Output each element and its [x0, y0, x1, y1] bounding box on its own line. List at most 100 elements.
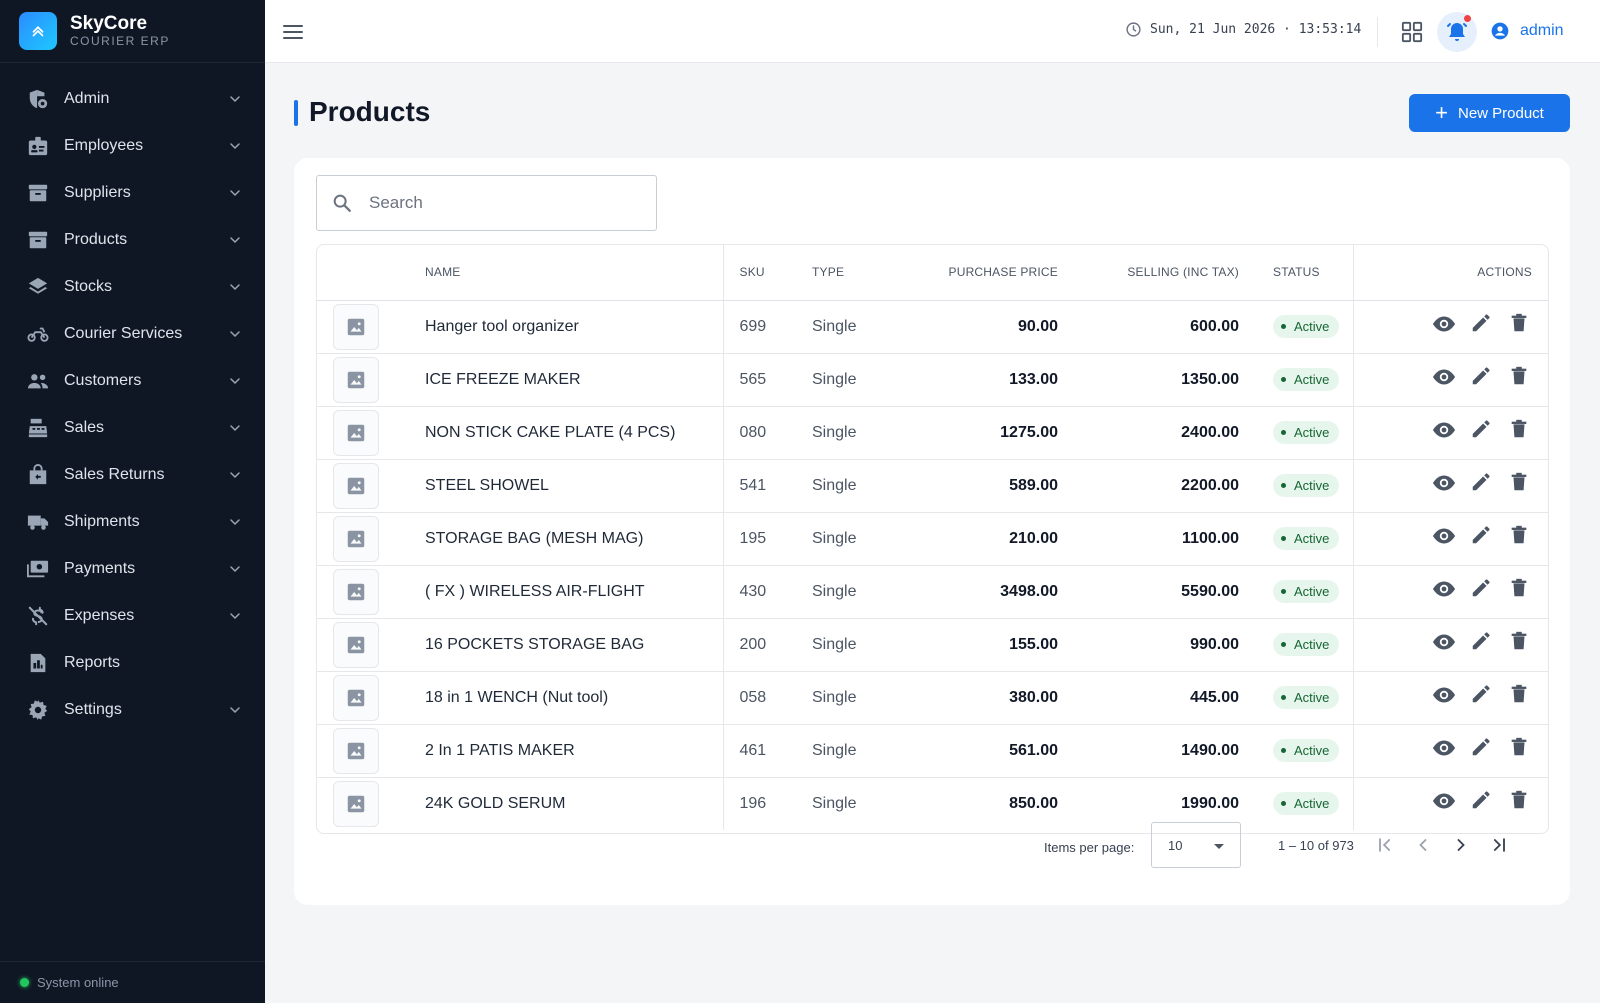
delete-icon[interactable] [1508, 577, 1532, 601]
table-row[interactable]: ICE FREEZE MAKER 565 Single 133.00 1350.00 Ac… [317, 353, 1548, 407]
notifications-button[interactable] [1437, 12, 1477, 52]
delete-icon[interactable] [1508, 736, 1532, 760]
sidebar-item-shipments[interactable]: Shipments [0, 498, 265, 545]
cell-sku: 058 [723, 671, 812, 725]
table-row[interactable]: Hanger tool organizer 699 Single 90.00 600.0… [317, 300, 1548, 354]
product-thumbnail[interactable] [333, 780, 379, 827]
first-page-button[interactable] [1373, 833, 1397, 857]
view-icon[interactable] [1432, 789, 1456, 813]
cell-type: Single [812, 353, 912, 407]
cell-actions [1353, 618, 1548, 672]
cell-purchase-price: 133.00 [912, 353, 1058, 407]
product-thumbnail[interactable] [333, 409, 379, 456]
table-row[interactable]: NON STICK CAKE PLATE (4 PCS) 080 Single 127… [317, 406, 1548, 460]
edit-icon[interactable] [1470, 471, 1494, 495]
sidebar-item-reports[interactable]: Reports [0, 639, 265, 686]
last-page-button[interactable] [1487, 833, 1511, 857]
delete-icon[interactable] [1508, 789, 1532, 813]
product-thumbnail[interactable] [333, 462, 379, 509]
delete-icon[interactable] [1508, 312, 1532, 336]
view-icon[interactable] [1432, 630, 1456, 654]
chevron-down-icon [230, 330, 240, 337]
search-input[interactable] [369, 193, 629, 213]
edit-icon[interactable] [1470, 736, 1494, 760]
menu-icon[interactable] [281, 20, 305, 44]
edit-icon[interactable] [1470, 577, 1494, 601]
delete-icon[interactable] [1508, 524, 1532, 548]
sidebar-item-sales[interactable]: Sales [0, 404, 265, 451]
status-dot-icon [1281, 642, 1286, 647]
header-purchase-price[interactable]: PURCHASE PRICE [912, 245, 1058, 301]
next-page-button[interactable] [1449, 833, 1473, 857]
status-text: Active [1294, 690, 1330, 705]
previous-page-button[interactable] [1411, 833, 1435, 857]
view-icon[interactable] [1432, 418, 1456, 442]
product-thumbnail[interactable] [333, 568, 379, 615]
edit-icon[interactable] [1470, 789, 1494, 813]
header-sku[interactable]: SKU [723, 245, 812, 301]
edit-icon[interactable] [1470, 524, 1494, 548]
edit-icon[interactable] [1470, 418, 1494, 442]
sidebar-item-products[interactable]: Products [0, 216, 265, 263]
edit-icon[interactable] [1470, 365, 1494, 389]
table-row[interactable]: STEEL SHOWEL 541 Single 589.00 2200.00 Active [317, 459, 1548, 513]
cell-selling-price: 1350.00 [1058, 353, 1239, 407]
layers-icon [26, 275, 50, 299]
product-thumbnail[interactable] [333, 303, 379, 350]
sidebar-item-admin[interactable]: Admin [0, 75, 265, 122]
edit-icon[interactable] [1470, 683, 1494, 707]
table-row[interactable]: STORAGE BAG (MESH MAG) 195 Single 210.00 110… [317, 512, 1548, 566]
sidebar-item-customers[interactable]: Customers [0, 357, 265, 404]
header-status[interactable]: STATUS [1239, 245, 1354, 301]
header-selling-price[interactable]: SELLING (INC TAX) [1058, 245, 1239, 301]
sidebar-item-suppliers[interactable]: Suppliers [0, 169, 265, 216]
cell-type: Single [812, 794, 857, 812]
sidebar-item-stocks[interactable]: Stocks [0, 263, 265, 310]
sidebar-item-employees[interactable]: Employees [0, 122, 265, 169]
product-thumbnail[interactable] [333, 727, 379, 774]
edit-icon[interactable] [1470, 630, 1494, 654]
items-per-page-select[interactable]: 10 [1151, 822, 1241, 868]
cell-type: Single [812, 724, 912, 778]
table-row[interactable]: 18 in 1 WENCH (Nut tool) 058 Single 380.00 4… [317, 671, 1548, 725]
apps-grid-icon[interactable] [1401, 21, 1423, 43]
cell-selling-price: 1490.00 [1058, 724, 1239, 778]
cell-sku: 461 [723, 724, 812, 778]
product-thumbnail[interactable] [333, 515, 379, 562]
table-row[interactable]: 2 In 1 PATIS MAKER 461 Single 561.00 1490.00… [317, 724, 1548, 778]
delete-icon[interactable] [1508, 471, 1532, 495]
table-row[interactable]: 24K GOLD SERUM 196 Single 850.00 1990.00 Acti… [317, 777, 1548, 830]
view-icon[interactable] [1432, 577, 1456, 601]
view-icon[interactable] [1432, 683, 1456, 707]
view-icon[interactable] [1432, 736, 1456, 760]
image-placeholder-icon [347, 424, 365, 441]
status-badge: Active [1273, 474, 1340, 497]
product-thumbnail[interactable] [333, 621, 379, 668]
product-thumbnail[interactable] [333, 356, 379, 403]
table-row[interactable]: 16 POCKETS STORAGE BAG 200 Single 155.00 990… [317, 618, 1548, 672]
view-icon[interactable] [1432, 312, 1456, 336]
sidebar-item-courier-services[interactable]: Courier Services [0, 310, 265, 357]
view-icon[interactable] [1432, 471, 1456, 495]
sidebar-item-sales-returns[interactable]: Sales Returns [0, 451, 265, 498]
delete-icon[interactable] [1508, 683, 1532, 707]
view-icon[interactable] [1432, 524, 1456, 548]
product-thumbnail[interactable] [333, 674, 379, 721]
cell-sku: 430 [723, 565, 812, 619]
table-row[interactable]: ( FX ) WIRELESS AIR-FLIGHT 430 Single 3498.… [317, 565, 1548, 619]
brand[interactable]: SkyCore COURIER ERP [0, 0, 265, 63]
edit-icon[interactable] [1470, 312, 1494, 336]
sidebar-item-settings[interactable]: Settings [0, 686, 265, 733]
header-type[interactable]: TYPE [812, 245, 912, 301]
user-menu[interactable]: admin [1490, 21, 1564, 41]
cell-actions [1353, 459, 1548, 513]
delete-icon[interactable] [1508, 630, 1532, 654]
header-name[interactable]: NAME [425, 245, 724, 301]
sidebar-item-expenses[interactable]: Expenses [0, 592, 265, 639]
delete-icon[interactable] [1508, 365, 1532, 389]
view-icon[interactable] [1432, 365, 1456, 389]
sidebar-nav: Admin Employees Suppliers Products Stock… [0, 63, 265, 733]
sidebar-item-payments[interactable]: Payments [0, 545, 265, 592]
delete-icon[interactable] [1508, 418, 1532, 442]
new-product-button[interactable]: + New Product [1409, 94, 1570, 132]
